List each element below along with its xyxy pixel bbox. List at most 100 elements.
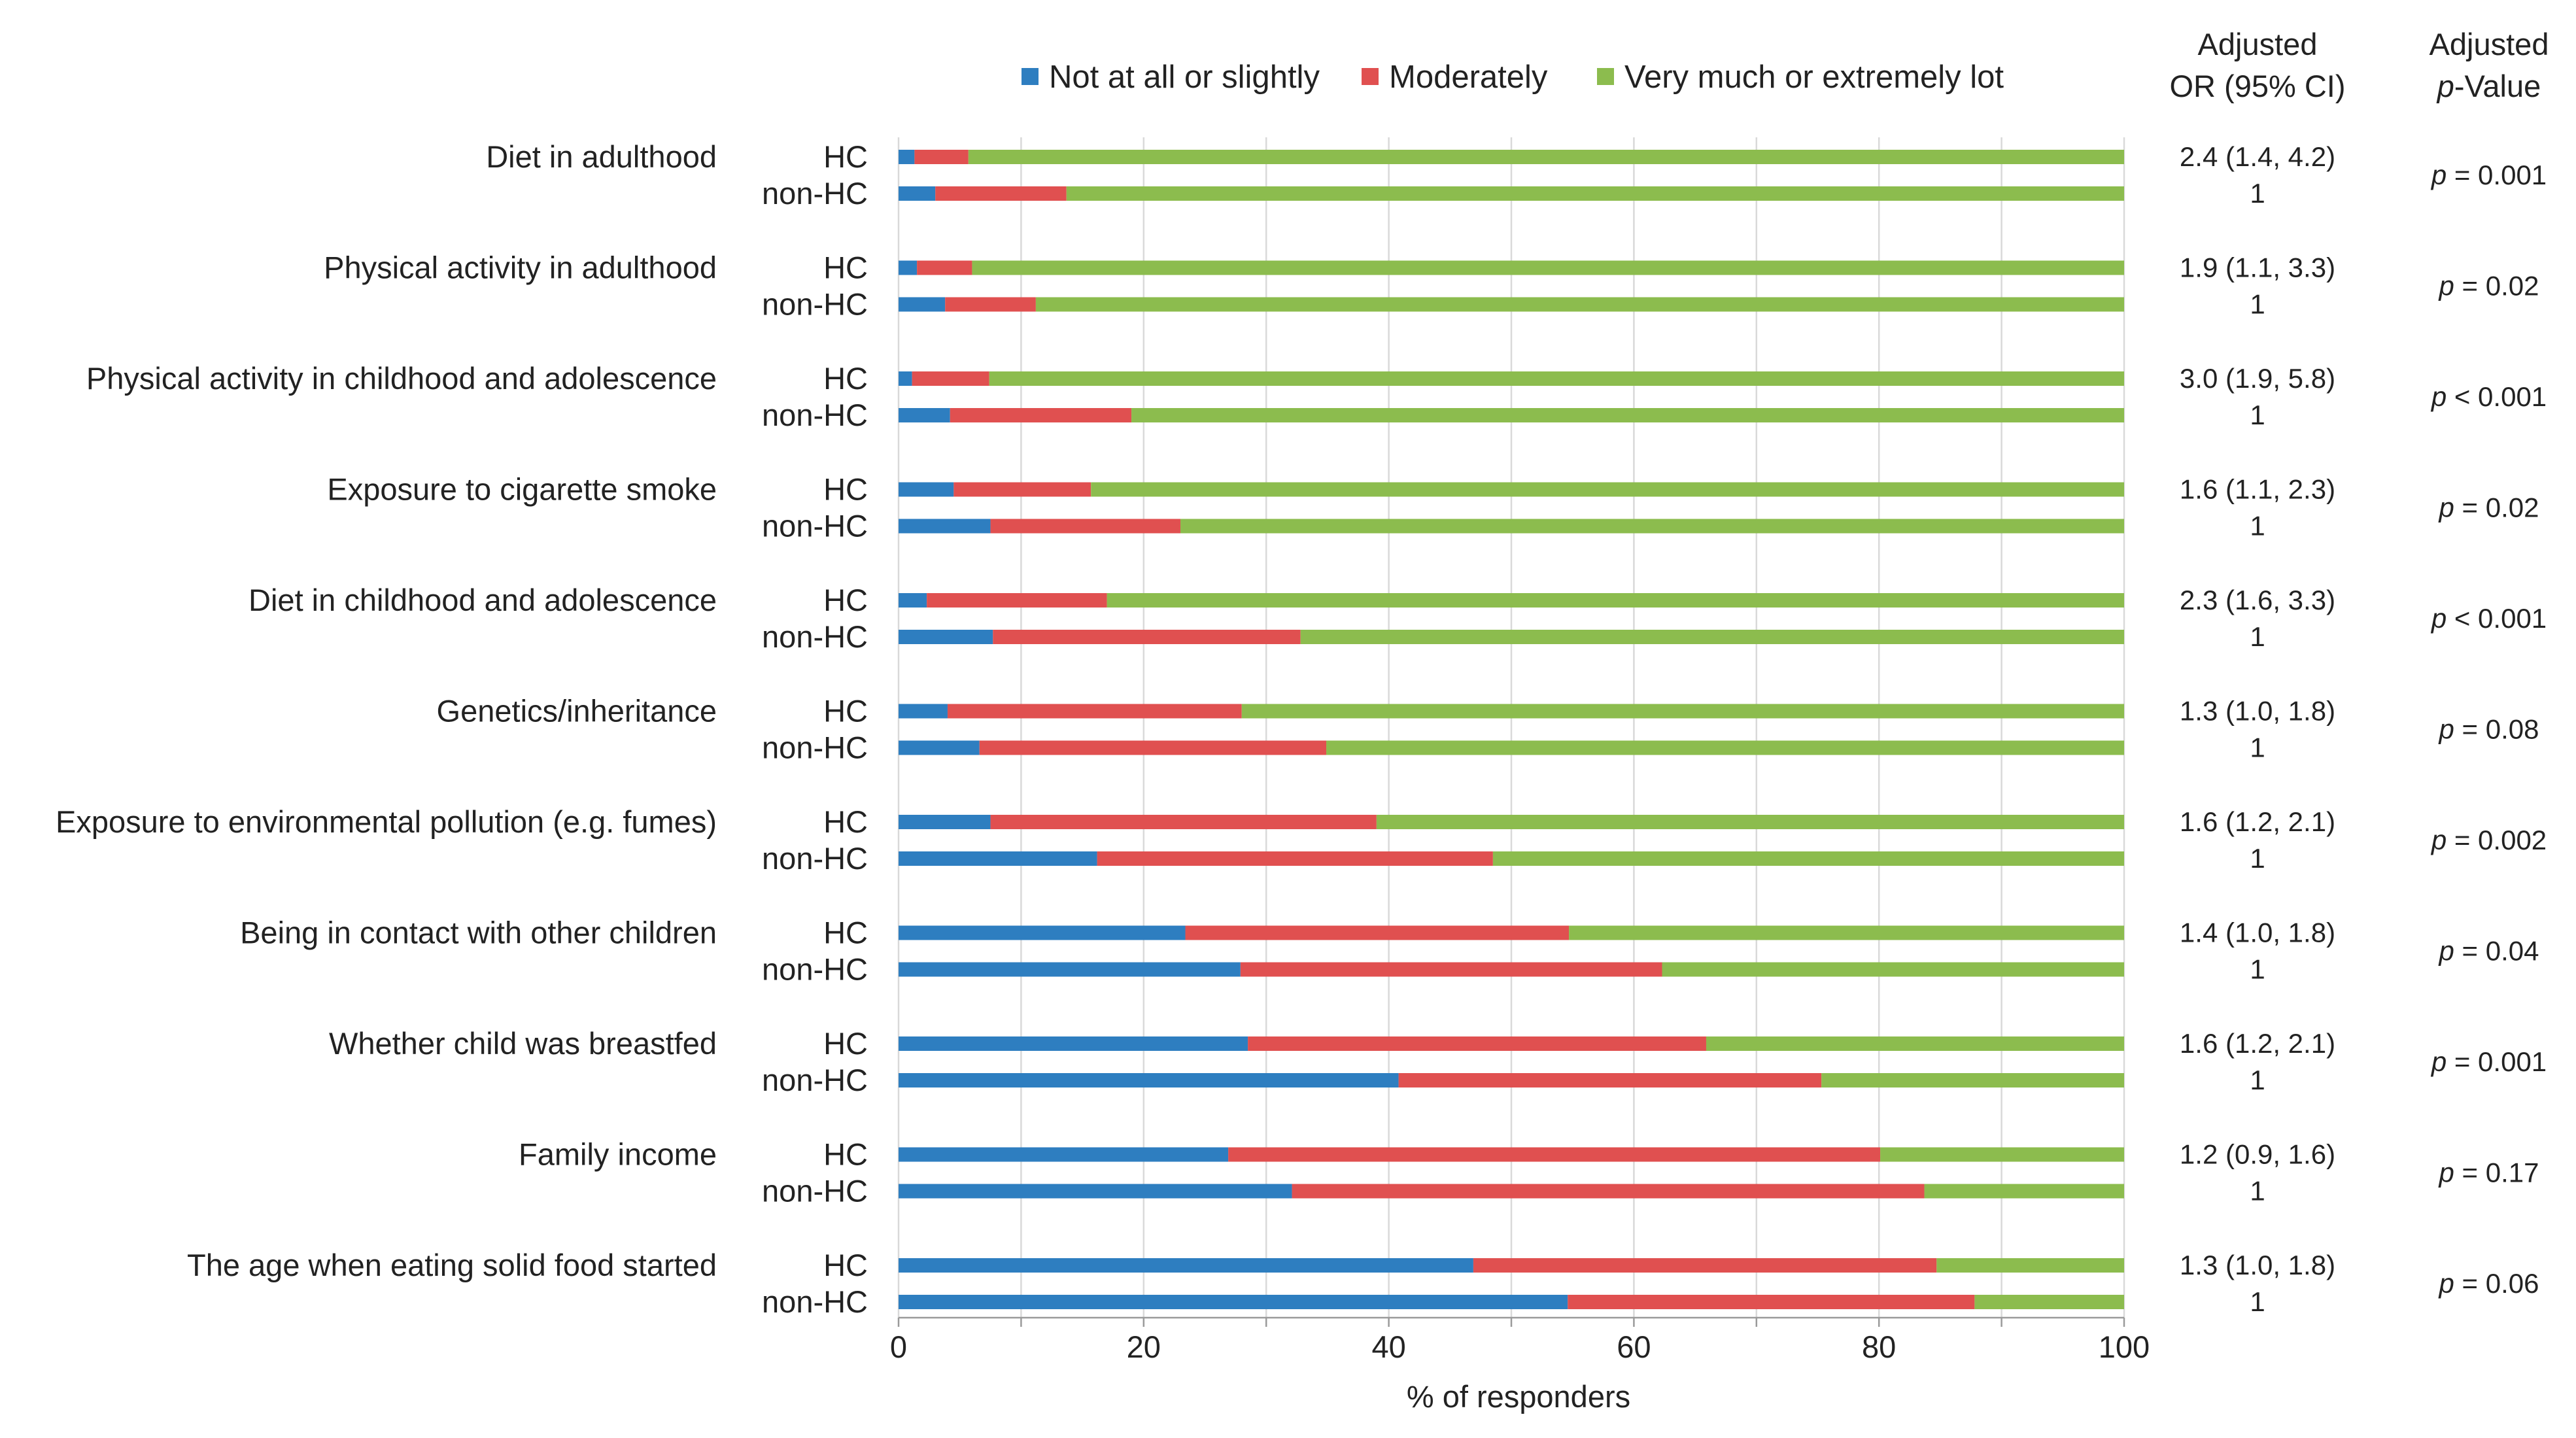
- group-label-nonhc-5: non-HC: [762, 619, 868, 654]
- statistics-columns: 2.4 (1.4, 4.2) 1 p = 0.001 1.9 (1.1, 3.3) 1 p…: [2180, 141, 2547, 1317]
- p-header-rest: -Value: [2454, 69, 2541, 103]
- bar-nonhc-6-series-3: [1326, 740, 2124, 755]
- legend-swatch-1: [1022, 68, 1039, 85]
- x-tick-label-100: 100: [2099, 1329, 2150, 1364]
- legend-label-1: Not at all or slightly: [1049, 60, 1320, 95]
- bar-nonhc-7-series-3: [1492, 851, 2124, 866]
- p-value-number-4: = 0.02: [2454, 492, 2539, 523]
- bar-hc-7-series-3: [1376, 815, 2124, 829]
- category-label-1: Diet in adulthood: [486, 139, 717, 174]
- p-value-number-3: < 0.001: [2447, 381, 2547, 412]
- p-value-symbol-2: p: [2438, 271, 2454, 301]
- legend-swatch-3: [1597, 68, 1614, 85]
- bar-nonhc-6-series-1: [899, 740, 980, 755]
- legend-label-2: Moderately: [1389, 60, 1548, 95]
- p-value-2: p = 0.02: [2438, 271, 2539, 301]
- category-label-3: Physical activity in childhood and adole…: [86, 361, 717, 396]
- gridlines: [897, 137, 2125, 1318]
- group-label-nonhc-8: non-HC: [762, 952, 868, 987]
- or-nonhc-10: 1: [2250, 1176, 2265, 1207]
- p-value-10: p = 0.17: [2438, 1157, 2539, 1188]
- bar-nonhc-4-series-2: [990, 519, 1181, 534]
- or-hc-11: 1.3 (1.0, 1.8): [2180, 1250, 2335, 1280]
- bar-nonhc-11-series-1: [899, 1295, 1568, 1309]
- bar-hc-8-series-1: [899, 925, 1186, 940]
- bar-nonhc-9-series-3: [1821, 1073, 2124, 1087]
- category-label-2: Physical activity in adulthood: [324, 250, 717, 285]
- bar-nonhc-10-series-3: [1924, 1184, 2124, 1199]
- bar-nonhc-10-series-1: [899, 1184, 1292, 1199]
- p-value-number-9: = 0.001: [2447, 1046, 2547, 1077]
- group-label-hc-6: HC: [823, 694, 868, 728]
- x-tick-label-60: 60: [1617, 1329, 1651, 1364]
- x-tick-label-0: 0: [890, 1329, 907, 1364]
- bar-hc-6-series-2: [947, 704, 1242, 719]
- bar-nonhc-8-series-2: [1240, 962, 1662, 977]
- bar-hc-8-series-3: [1569, 925, 2124, 940]
- or-nonhc-1: 1: [2250, 178, 2265, 209]
- legend-label-3: Very much or extremely lot: [1624, 60, 2004, 95]
- group-label-hc-1: HC: [823, 139, 868, 174]
- category-label-7: Exposure to environmental pollution (e.g…: [56, 804, 717, 839]
- bar-hc-9-series-3: [1706, 1036, 2124, 1051]
- or-nonhc-6: 1: [2250, 732, 2265, 763]
- p-value-number-2: = 0.02: [2454, 271, 2539, 301]
- group-label-nonhc-9: non-HC: [762, 1063, 868, 1097]
- or-hc-3: 3.0 (1.9, 5.8): [2180, 363, 2335, 394]
- p-value-symbol-8: p: [2438, 936, 2454, 967]
- group-label-hc-5: HC: [823, 583, 868, 617]
- p-value-number-1: = 0.001: [2447, 160, 2547, 190]
- bar-nonhc-6-series-2: [979, 740, 1327, 755]
- bar-hc-5-series-2: [927, 593, 1107, 608]
- bar-hc-1-series-2: [914, 150, 969, 164]
- or-hc-2: 1.9 (1.1, 3.3): [2180, 252, 2335, 283]
- bar-hc-2-series-1: [899, 260, 918, 275]
- p-value-7: p = 0.002: [2430, 825, 2547, 855]
- bar-nonhc-8-series-3: [1662, 962, 2124, 977]
- bar-nonhc-5-series-2: [993, 630, 1301, 644]
- bar-hc-5-series-1: [899, 593, 927, 608]
- bar-hc-7-series-2: [990, 815, 1377, 829]
- p-value-symbol-4: p: [2438, 492, 2454, 523]
- bar-nonhc-2-series-3: [1035, 297, 2124, 312]
- bar-hc-3-series-2: [912, 371, 989, 386]
- bar-hc-11-series-3: [1936, 1258, 2124, 1273]
- or-nonhc-7: 1: [2250, 843, 2265, 874]
- p-value-symbol-6: p: [2438, 714, 2454, 745]
- category-label-8: Being in contact with other children: [240, 916, 717, 950]
- category-label-11: The age when eating solid food started: [187, 1248, 717, 1282]
- bar-hc-8-series-2: [1185, 925, 1570, 940]
- bar-nonhc-9-series-1: [899, 1073, 1399, 1087]
- p-value-5: p < 0.001: [2430, 603, 2547, 634]
- bar-hc-3-series-1: [899, 371, 912, 386]
- or-hc-10: 1.2 (0.9, 1.6): [2180, 1139, 2335, 1170]
- group-label-nonhc-3: non-HC: [762, 398, 868, 432]
- bar-nonhc-4-series-1: [899, 519, 991, 534]
- group-label-hc-4: HC: [823, 472, 868, 507]
- p-value-symbol-1: p: [2430, 160, 2447, 190]
- or-nonhc-8: 1: [2250, 954, 2265, 985]
- or-hc-7: 1.6 (1.2, 2.1): [2180, 806, 2335, 837]
- category-label-4: Exposure to cigarette smoke: [327, 472, 717, 507]
- p-header-line1: Adjusted: [2430, 27, 2549, 61]
- p-value-4: p = 0.02: [2438, 492, 2539, 523]
- or-hc-1: 2.4 (1.4, 4.2): [2180, 141, 2335, 172]
- bar-hc-4-series-1: [899, 482, 954, 497]
- p-value-symbol-9: p: [2430, 1046, 2447, 1077]
- p-value-1: p = 0.001: [2430, 160, 2547, 190]
- or-nonhc-4: 1: [2250, 511, 2265, 541]
- group-label-hc-7: HC: [823, 804, 868, 839]
- p-value-11: p = 0.06: [2438, 1268, 2539, 1299]
- or-nonhc-3: 1: [2250, 400, 2265, 430]
- group-label-nonhc-1: non-HC: [762, 176, 868, 211]
- bar-hc-11-series-1: [899, 1258, 1473, 1273]
- group-label-nonhc-6: non-HC: [762, 730, 868, 765]
- x-tick-label-40: 40: [1371, 1329, 1405, 1364]
- p-value-number-11: = 0.06: [2454, 1268, 2539, 1299]
- bar-nonhc-11-series-2: [1568, 1295, 1975, 1309]
- category-label-5: Diet in childhood and adolescence: [249, 583, 717, 617]
- p-value-symbol-3: p: [2430, 381, 2447, 412]
- group-label-hc-10: HC: [823, 1137, 868, 1172]
- group-label-nonhc-11: non-HC: [762, 1284, 868, 1319]
- bar-hc-9-series-2: [1248, 1036, 1706, 1051]
